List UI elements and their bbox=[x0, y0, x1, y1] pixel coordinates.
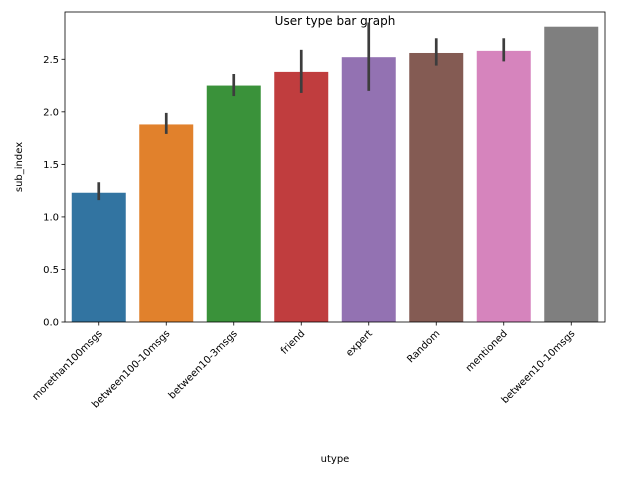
bar-3 bbox=[274, 71, 329, 322]
y-tick-label-1: 0.5 bbox=[43, 265, 59, 276]
x-tick-label-0: morethan100msgs bbox=[30, 328, 104, 402]
bar-5 bbox=[409, 52, 464, 322]
y-tick-label-4: 2.0 bbox=[43, 107, 59, 118]
y-tick-label-0: 0.0 bbox=[43, 318, 59, 329]
bar-1 bbox=[139, 124, 194, 323]
y-tick-label-5: 2.5 bbox=[43, 55, 59, 66]
x-tick-label-1: between100-10msgs bbox=[90, 328, 172, 410]
bar-4 bbox=[341, 57, 396, 323]
x-tick-label-3: friend bbox=[279, 328, 307, 356]
x-tick-label-6: mentioned bbox=[464, 328, 510, 374]
bar-7 bbox=[544, 26, 599, 323]
x-tick-label-7: between10-10msgs bbox=[500, 328, 578, 406]
bar-0 bbox=[71, 192, 126, 322]
y-tick-label-3: 1.5 bbox=[43, 160, 59, 171]
x-tick-label-4: expert bbox=[344, 328, 375, 359]
y-axis-label: sub_index bbox=[14, 142, 25, 192]
chart-title: User type bar graph bbox=[275, 14, 396, 28]
y-tick-label-2: 1.0 bbox=[43, 212, 59, 223]
bar-6 bbox=[476, 50, 531, 323]
plot-frame bbox=[64, 11, 606, 323]
x-tick-label-2: between10-3msgs bbox=[167, 328, 240, 401]
x-tick-label-5: Random bbox=[405, 328, 442, 365]
x-axis-label: utype bbox=[321, 454, 350, 465]
bar-2 bbox=[206, 85, 261, 322]
